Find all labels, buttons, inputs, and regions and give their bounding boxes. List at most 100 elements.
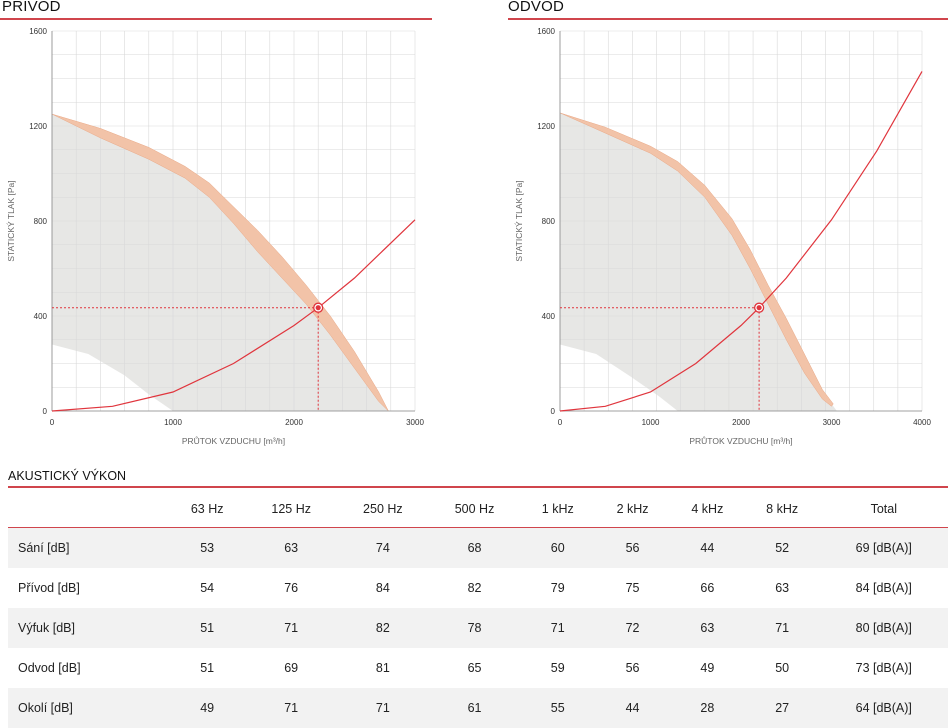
x-axis-label: PRŮTOK VZDUCHU [m³/h] [182, 435, 285, 446]
title-divider [508, 18, 948, 20]
table-cell: 63 [775, 581, 790, 595]
x-axis-label: PRŮTOK VZDUCHU [m³/h] [689, 435, 792, 446]
x-tick-label: 2000 [732, 418, 750, 427]
table-cell: 56 [625, 661, 640, 675]
x-tick-label: 3000 [406, 418, 424, 427]
table-cell: 81 [375, 661, 390, 675]
column-header: 1 kHz [541, 501, 574, 516]
table-cell: 69 [284, 661, 299, 675]
table-cell: 84 [dB(A)] [855, 581, 912, 595]
chart-title-privod: PŘÍVOD [2, 0, 61, 15]
table-cell: 55 [520, 688, 596, 728]
table-cell: 27 [744, 688, 820, 728]
table-row: Okolí [dB] 49 71 71 61 55 44 28 27 64 [dB(A)] [8, 688, 948, 728]
y-tick-label: 1600 [537, 27, 555, 36]
table-cell: 71 [245, 608, 338, 648]
table-cell: 74 [337, 527, 429, 568]
row-label: Okolí [dB] [8, 688, 169, 728]
table-row: Sání [dB] 53 63 74 68 60 56 44 52 69 [dB(A)] [8, 527, 948, 568]
table-cell: 52 [744, 527, 820, 568]
y-tick-label: 800 [542, 217, 556, 226]
table-cell: 71 [337, 688, 429, 728]
table-row: Výfuk [dB] 51 71 82 78 71 72 63 71 80 [dB(A)] [8, 608, 948, 648]
table-cell: 68 [428, 527, 521, 568]
table-cell: 72 [595, 608, 670, 648]
column-header: 8 kHz [766, 501, 799, 516]
fan-chart-privod: 0 1000 2000 3000 0 400 800 1200 1600 PRŮTOK VZDUC… [6, 27, 424, 446]
table-cell: 49 [700, 661, 715, 675]
column-header: Total [870, 501, 897, 516]
table-cell: 76 [284, 581, 299, 595]
table-cell: 64 [dB(A)] [819, 688, 948, 728]
operating-point [315, 305, 321, 311]
y-tick-label: 800 [34, 217, 48, 226]
y-tick-label: 1200 [537, 122, 555, 131]
row-label: Sání [dB] [8, 527, 169, 568]
table-cell: 54 [200, 581, 215, 595]
table-header-row: 63 Hz 125 Hz 250 Hz 500 Hz 1 kHz 2 kHz 4 kHz 8 … [8, 490, 948, 528]
table-cell: 60 [520, 527, 596, 568]
table-cell: 71 [520, 608, 596, 648]
row-label: Odvod [dB] [18, 661, 81, 675]
table-cell: 66 [700, 581, 715, 595]
table-cell: 65 [467, 661, 482, 675]
x-tick-label: 1000 [642, 418, 660, 427]
table-cell: 28 [669, 688, 745, 728]
x-tick-label: 0 [558, 418, 563, 427]
table-cell: 73 [dB(A)] [855, 661, 912, 675]
table-cell: 53 [169, 527, 246, 568]
acoustic-table: 63 Hz 125 Hz 250 Hz 500 Hz 1 kHz 2 kHz 4 kHz 8 … [8, 490, 948, 728]
table-cell: 63 [245, 527, 338, 568]
table-cell: 82 [337, 608, 429, 648]
column-header: 63 Hz [190, 501, 224, 516]
acoustic-divider [8, 486, 948, 488]
system-curve-line [51, 219, 416, 412]
table-cell: 78 [428, 608, 521, 648]
table-cell: 44 [595, 688, 670, 728]
x-tick-label: 4000 [913, 418, 931, 427]
x-tick-label: 2000 [285, 418, 303, 427]
chart-title-odvod: ODVOD [508, 0, 565, 15]
y-tick-label: 1600 [29, 27, 47, 36]
table-cell: 51 [169, 608, 246, 648]
table-row: Odvod [dB] 51 69 81 65 59 56 49 50 73 [dB(A)] [8, 648, 948, 688]
row-label: Výfuk [dB] [8, 608, 169, 648]
table-cell: 49 [169, 688, 246, 728]
column-header: 125 Hz [271, 501, 311, 516]
table-cell: 71 [744, 608, 820, 648]
y-tick-label: 1200 [29, 122, 47, 131]
table-cell: 51 [200, 661, 215, 675]
column-header: 4 kHz [691, 501, 724, 516]
table-row: Přívod [dB] 54 76 84 82 79 75 66 63 84 [dB(A)] [8, 568, 948, 608]
table-cell: 79 [550, 581, 565, 595]
table-cell: 56 [595, 527, 670, 568]
table-cell: 71 [245, 688, 338, 728]
row-label: Přívod [dB] [18, 581, 80, 595]
x-tick-label: 3000 [823, 418, 841, 427]
x-tick-label: 0 [50, 418, 55, 427]
table-cell: 50 [775, 661, 790, 675]
table-cell: 61 [428, 688, 521, 728]
y-tick-label: 400 [34, 312, 48, 321]
table-cell: 75 [625, 581, 640, 595]
y-tick-label: 0 [43, 407, 48, 416]
table-cell: 59 [550, 661, 565, 675]
column-header: 250 Hz [363, 501, 403, 516]
working-area [560, 112, 837, 412]
fan-chart-odvod: 0 1000 2000 3000 4000 0 400 800 1200 1600 PRŮTOK V… [514, 27, 931, 446]
fan-curve-band [559, 112, 834, 407]
title-divider [0, 18, 432, 20]
column-header: 2 kHz [616, 501, 649, 516]
x-tick-label: 1000 [164, 418, 182, 427]
table-cell: 80 [dB(A)] [819, 608, 948, 648]
operating-point [756, 305, 762, 311]
y-tick-label: 0 [551, 407, 556, 416]
table-cell: 69 [dB(A)] [819, 527, 948, 568]
y-tick-label: 400 [542, 312, 556, 321]
header-blank [8, 490, 169, 528]
y-axis-label: STATICKÝ TLAK [Pa] [514, 180, 524, 261]
table-cell: 44 [669, 527, 745, 568]
system-curve-line [559, 71, 923, 412]
working-area [52, 114, 389, 411]
table-cell: 63 [669, 608, 745, 648]
